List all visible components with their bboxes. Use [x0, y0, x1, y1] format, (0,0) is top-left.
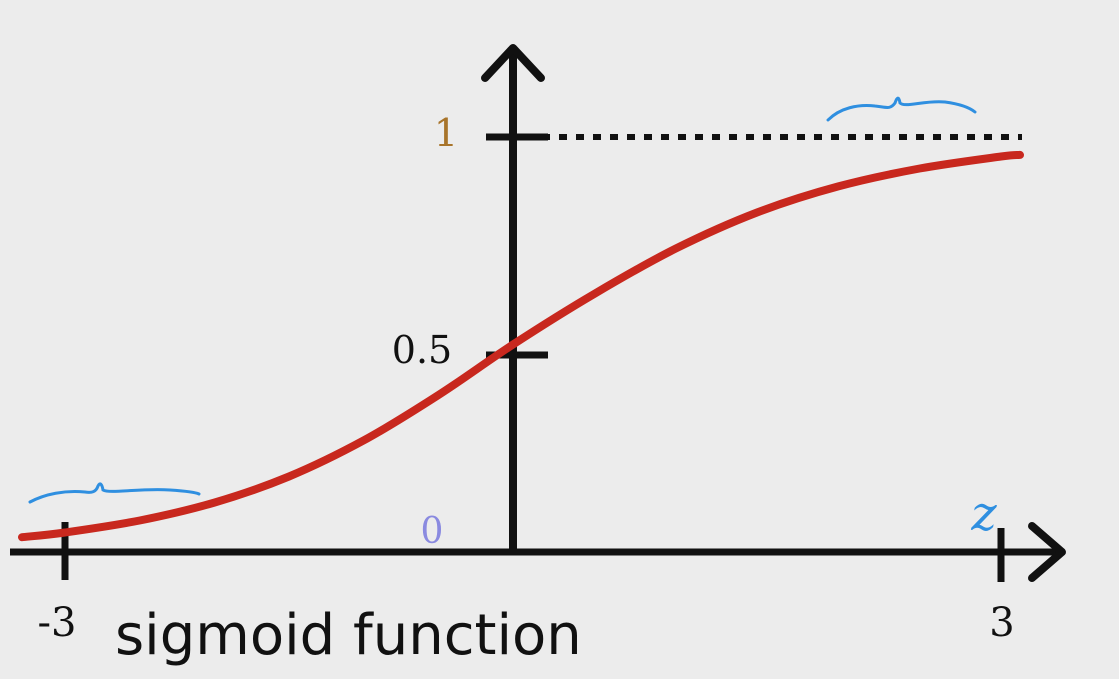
- sigmoid-curve: [18, 150, 1024, 542]
- x-tick-label-3: 3: [989, 600, 1014, 646]
- annotation-squiggle-bottom-left: [28, 482, 201, 504]
- y-tick-label-0: 0: [421, 511, 444, 552]
- y-tick-label-1: 1: [434, 111, 458, 155]
- y-axis-arrow: [481, 44, 545, 82]
- x-axis-label: z: [970, 486, 997, 542]
- annotation-squiggle-top-right: [826, 96, 977, 122]
- x-axis-arrow: [1028, 522, 1066, 582]
- x-tick-label-minus3: -3: [38, 600, 77, 646]
- caption: sigmoid function: [115, 603, 582, 668]
- y-tick-label-0-5: 0.5: [392, 328, 452, 372]
